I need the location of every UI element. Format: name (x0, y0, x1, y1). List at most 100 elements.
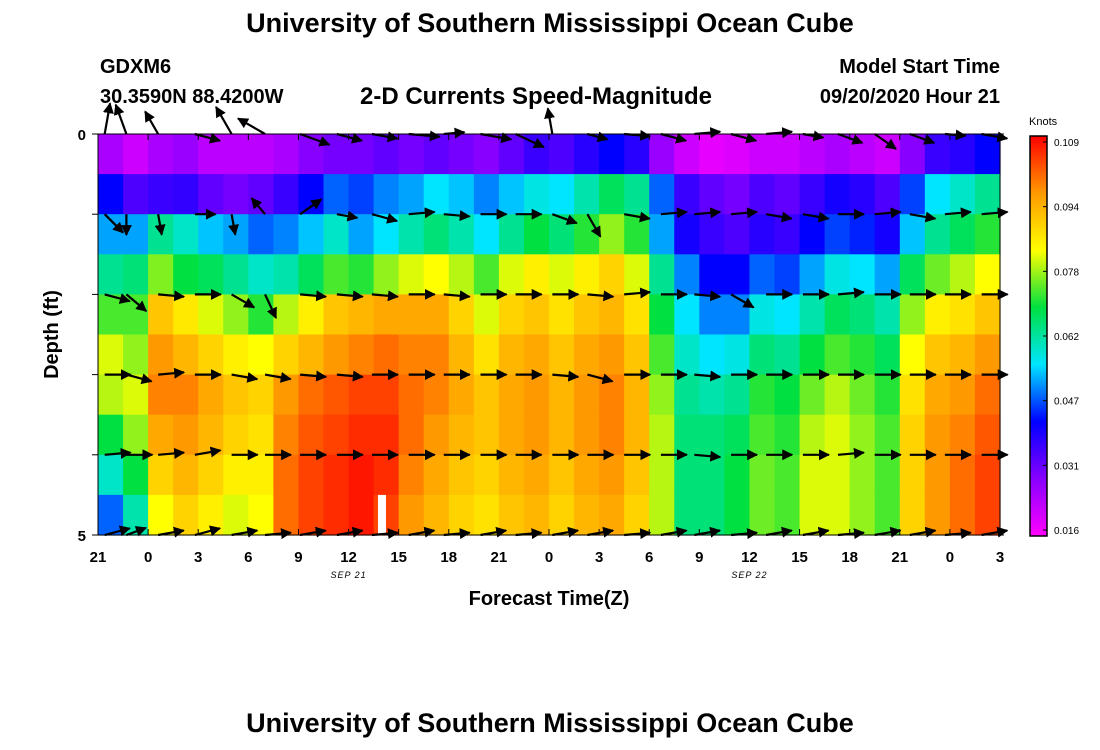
model-start-value: 09/20/2020 Hour 21 (819, 86, 1000, 108)
heatmap-cell (824, 214, 851, 255)
current-vector (909, 211, 937, 223)
heatmap-cell (473, 174, 500, 215)
current-vector (336, 526, 364, 538)
heatmap-cell (899, 374, 926, 416)
heatmap-cell (599, 174, 625, 215)
heatmap-cell (448, 134, 475, 175)
heatmap-cell (223, 214, 249, 255)
heatmap-cell (574, 334, 600, 376)
heatmap-cell (423, 134, 450, 175)
x-tick-label: 0 (144, 549, 152, 566)
heatmap-cell (173, 174, 199, 215)
current-vector (336, 370, 364, 382)
heatmap-cell (774, 414, 801, 456)
current-vector (300, 370, 328, 382)
heatmap-cell (774, 254, 801, 295)
current-vector (443, 290, 471, 302)
current-vector (874, 207, 902, 219)
heatmap-cell (223, 334, 249, 376)
heatmap-cell (649, 334, 675, 376)
heatmap-cell (749, 374, 776, 416)
current-vector (837, 287, 865, 299)
heatmap-cell (298, 134, 325, 175)
heatmap-cell (173, 494, 199, 536)
current-vector (587, 373, 614, 385)
heatmap-cell (448, 174, 475, 215)
heatmap-cell (774, 494, 801, 536)
heatmap-cell (248, 334, 274, 376)
heatmap-cell (198, 254, 224, 295)
heatmap-cell (749, 414, 776, 456)
current-vector (694, 450, 722, 462)
current-vector (874, 133, 897, 150)
current-vectors (102, 102, 1009, 540)
heatmap-cell (949, 494, 976, 536)
current-vector (104, 293, 131, 304)
heatmap-cell (899, 254, 926, 295)
heatmap-cell (774, 174, 801, 215)
heatmap-cell (473, 494, 500, 536)
heatmap-cell (148, 454, 174, 496)
heatmap-cell (799, 134, 826, 175)
current-vector (194, 446, 222, 458)
no-data-cells (377, 494, 386, 535)
current-vector (104, 447, 132, 459)
x-tick-label: 9 (695, 549, 703, 566)
heatmap-cell (699, 334, 725, 376)
heatmap-cell (924, 494, 951, 536)
heatmap-cell (874, 494, 901, 536)
heatmap-cell (674, 334, 700, 376)
heatmap-cell (549, 374, 575, 416)
heatmap-cell (624, 174, 650, 215)
page-title: University of Southern Mississippi Ocean… (246, 8, 854, 38)
x-tick-label: 0 (946, 549, 954, 566)
heatmap-cell (874, 254, 901, 295)
heatmap-cell (749, 494, 776, 536)
heatmap-cell (248, 414, 274, 456)
heatmap-cell (824, 414, 851, 456)
heatmap-cell (448, 374, 475, 416)
heatmap-cell (749, 174, 776, 215)
heatmap-cell (148, 294, 174, 336)
station-id: GDXM6 (100, 56, 172, 78)
heatmap-cell (924, 214, 951, 255)
x-axis-label: Forecast Time(Z) (469, 588, 630, 610)
heatmap-cell (223, 134, 249, 175)
x-tick-label: 6 (244, 549, 252, 566)
heatmap-cell (824, 334, 851, 376)
heatmap-cell (123, 414, 149, 456)
heatmap-cell (273, 414, 300, 456)
heatmap-cell (774, 214, 801, 255)
heatmap-cell (148, 334, 174, 376)
axes: 21 0 3 6 9 12 15 18 21 0 3 6 9 12 15 18 21 0 3 SEP 21 SEP 22… (41, 127, 1004, 610)
heatmap-cell (348, 334, 375, 376)
colorbar-tick-label: 0.078 (1054, 267, 1079, 278)
x-tick-label: 0 (545, 549, 553, 566)
heatmap-cell (624, 374, 650, 416)
heatmap-cell (849, 454, 876, 496)
current-vector (408, 526, 436, 538)
heatmap-cell (599, 134, 625, 175)
colorbar: Knots 0.109 0.094 0.078 0.062 0.047 0.031 0.016 (1029, 116, 1079, 537)
heatmap-cell (974, 214, 1001, 255)
heatmap-cell (649, 174, 675, 215)
heatmap-cell (498, 454, 525, 496)
heatmap-cell (674, 494, 700, 536)
current-vector (300, 290, 328, 302)
heatmap-cell (949, 214, 976, 255)
heatmap-cell (774, 134, 801, 175)
heatmap-cell (198, 374, 224, 416)
current-vector (264, 293, 278, 319)
heatmap-cell (699, 494, 725, 536)
heatmap-cell (423, 374, 450, 416)
heatmap-cell (699, 174, 725, 215)
heatmap-cell (398, 454, 425, 496)
heatmap-cell (523, 174, 550, 215)
heatmap-cell (874, 134, 901, 175)
heatmap-cell (624, 134, 650, 175)
current-vector (587, 290, 615, 302)
heatmap-cell (173, 374, 199, 416)
heatmap-cell (574, 294, 600, 336)
heatmap-cell (473, 134, 500, 175)
current-vector (694, 207, 722, 219)
